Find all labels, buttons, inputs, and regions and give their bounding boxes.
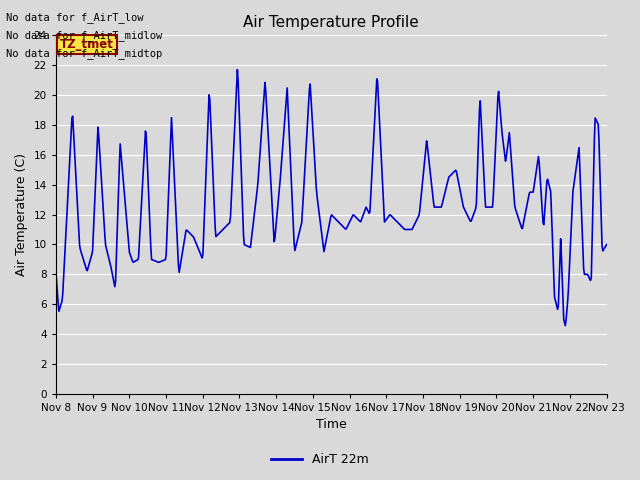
- X-axis label: Time: Time: [316, 419, 347, 432]
- Text: TZ_tmet: TZ_tmet: [60, 38, 114, 51]
- Title: Air Temperature Profile: Air Temperature Profile: [243, 15, 419, 30]
- Y-axis label: Air Temperature (C): Air Temperature (C): [15, 153, 28, 276]
- Legend: AirT 22m: AirT 22m: [266, 448, 374, 471]
- Text: No data for f_AirT_midlow: No data for f_AirT_midlow: [6, 30, 163, 41]
- Text: No data for f_AirT_low: No data for f_AirT_low: [6, 12, 144, 23]
- Text: No data for f_AirT_midtop: No data for f_AirT_midtop: [6, 48, 163, 60]
